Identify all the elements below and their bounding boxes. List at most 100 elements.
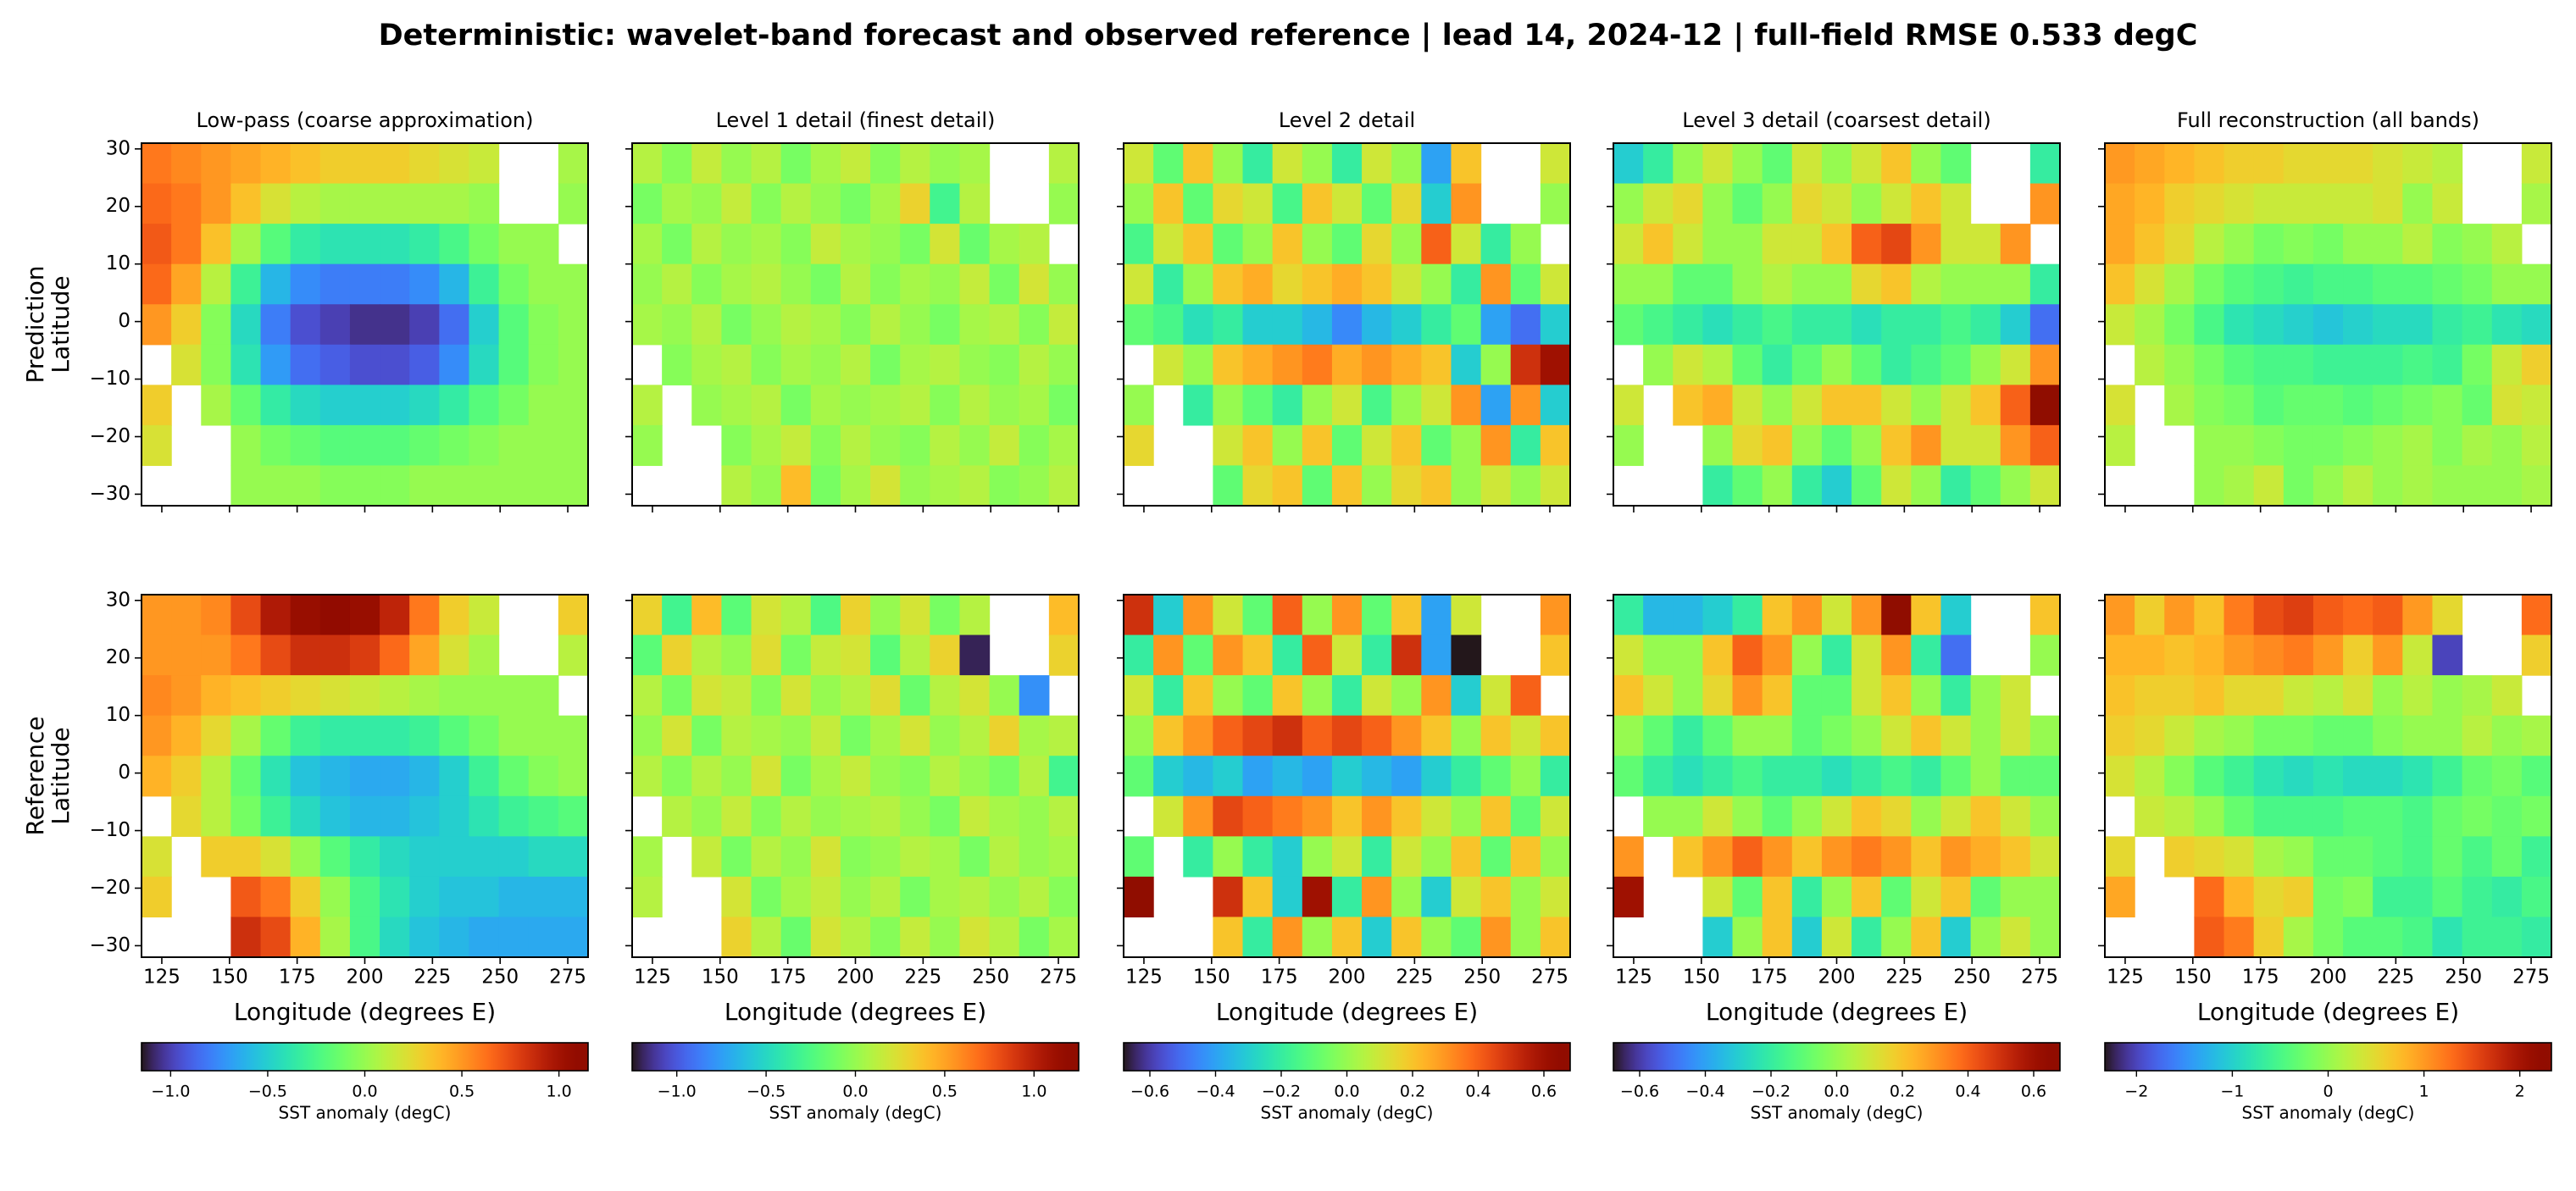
x-tick-label: 275 [1040,967,1077,989]
heatmap-cell [1153,263,1184,305]
heatmap-cell [290,634,321,676]
heatmap-cell [2105,224,2135,265]
heatmap-cell [2402,634,2434,676]
heatmap-cell [558,795,589,837]
heatmap-cell [959,465,991,507]
heatmap-cell [1421,224,1452,265]
heatmap-cell [1911,385,1942,426]
heatmap-cell [528,344,559,385]
heatmap-cell [959,836,991,878]
heatmap-cell [2029,183,2061,224]
heatmap-cell [1480,263,1512,305]
y-tick-label: 30 [106,137,130,159]
heatmap-cell [1702,836,1734,878]
heatmap-cell [721,634,752,676]
heatmap-cell [319,385,351,426]
heatmap-cell [2521,715,2552,756]
heatmap-cell [1124,715,1154,756]
heatmap-cell [1019,675,1050,717]
heatmap-cell [1852,756,1882,797]
heatmap-cell [409,836,440,878]
heatmap-cell [930,304,961,346]
heatmap-cell [2521,344,2552,385]
heatmap-cell [2283,263,2314,305]
heatmap-cell [2491,836,2523,878]
heatmap-cell [1643,595,1674,636]
heatmap-cell [2491,385,2523,426]
heatmap-cell [2194,595,2225,636]
heatmap-cell [632,304,663,346]
heatmap-cell [751,795,782,837]
heatmap-cell [1881,465,1912,507]
heatmap-cell [1613,143,1644,185]
heatmap-cell [1970,304,2001,346]
heatmap-cell [2402,143,2434,185]
heatmap-cell [201,385,231,426]
heatmap-cell [1272,836,1303,878]
heatmap-cell [1124,385,1154,426]
heatmap-cell [2491,344,2523,385]
heatmap-cell [2000,836,2031,878]
heatmap-cell [810,836,841,878]
heatmap-cell [1362,263,1392,305]
heatmap-cell [2343,595,2373,636]
heatmap-cell [1362,876,1392,918]
heatmap-cell [2373,675,2403,717]
heatmap-cell [900,143,930,185]
colorbar-tick-label: 0.0 [1334,1083,1359,1101]
heatmap-cell [959,385,991,426]
heatmap-cell [2029,263,2061,305]
heatmap-cell [2223,756,2255,797]
heatmap-cell [900,344,930,385]
heatmap-cell [2223,634,2255,676]
heatmap-cell [1451,675,1482,717]
heatmap-cell [2462,675,2493,717]
heatmap-panel [142,143,589,507]
heatmap-cell [1881,715,1912,756]
heatmap-cell [1852,344,1882,385]
heatmap-cell [1480,795,1512,837]
heatmap-cell [469,917,500,958]
heatmap-cell [380,344,410,385]
heatmap-cell [2521,756,2552,797]
heatmap-cell [1242,304,1274,346]
heatmap-cell [2223,795,2255,837]
heatmap-cell [662,224,692,265]
heatmap-cell [2194,263,2225,305]
heatmap-cell [780,424,812,467]
heatmap-cell [142,715,172,756]
heatmap-cell [290,304,321,346]
heatmap-cell [409,385,440,426]
heatmap-cell [528,836,559,878]
heatmap-cell [1732,795,1763,837]
heatmap-cell [2194,465,2225,507]
heatmap-cell [1911,143,1942,185]
heatmap-cell [2462,715,2493,756]
heatmap-cell [2402,224,2434,265]
heatmap-cell [1213,836,1244,878]
heatmap-cell [1540,634,1571,676]
heatmap-cell [1510,465,1541,507]
heatmap-cell [2029,634,2061,676]
heatmap-cell [380,756,410,797]
heatmap-cell [2312,224,2344,265]
heatmap-cell [2253,675,2285,717]
heatmap-cell [1940,183,1972,224]
heatmap-cell [1213,465,1244,507]
x-tick-label: 275 [549,967,586,989]
heatmap-cell [930,224,961,265]
heatmap-cell [1732,465,1763,507]
heatmap-cell [1048,715,1080,756]
heatmap-cell [2373,795,2403,837]
heatmap-cell [1124,183,1154,224]
heatmap-cell [1480,304,1512,346]
heatmap-cell [2373,263,2403,305]
heatmap-cell [2029,344,2061,385]
heatmap-cell [2194,675,2225,717]
colorbar-tick-label: 0.6 [1531,1083,1557,1101]
heatmap-cell [1510,344,1541,385]
heatmap-cell [2462,795,2493,837]
heatmap-cell [1911,344,1942,385]
heatmap-cell [2521,304,2552,346]
heatmap-cell [260,263,291,305]
